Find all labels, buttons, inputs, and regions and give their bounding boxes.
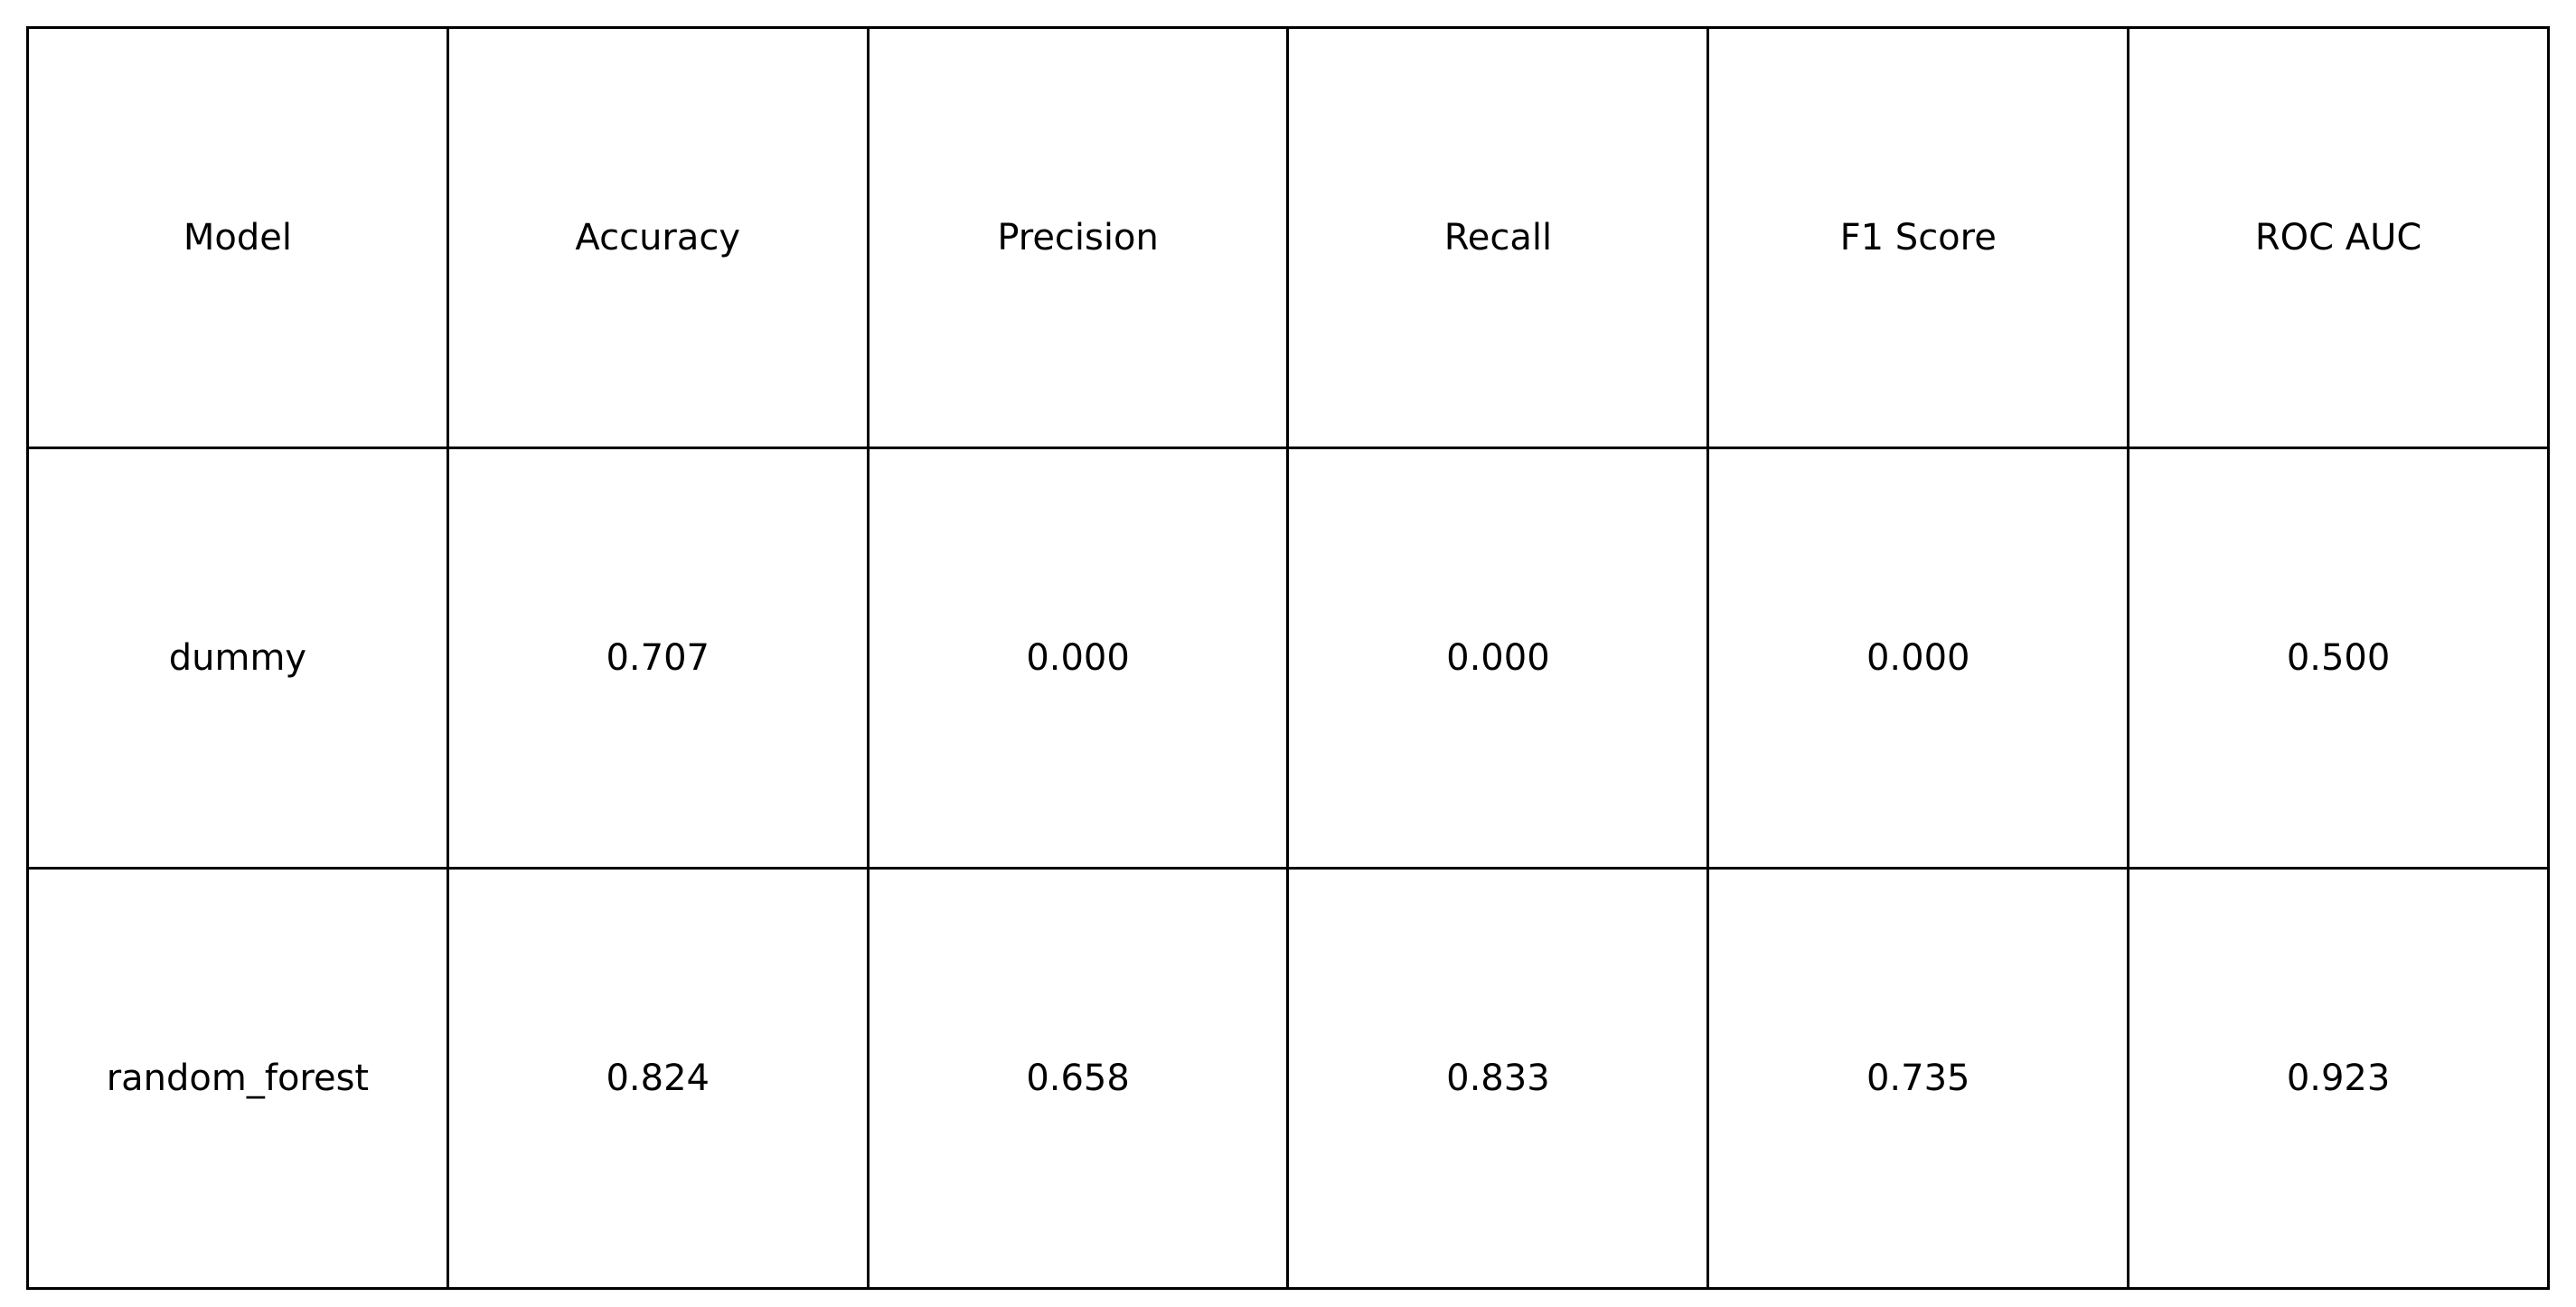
header-cell-f1-score: F1 Score (1706, 26, 2130, 449)
table-row: dummy 0.707 0.000 0.000 0.000 0.500 (26, 447, 2550, 870)
recall-cell: 0.833 (1286, 867, 1710, 1290)
f1-score-cell: 0.000 (1706, 447, 2130, 870)
roc-auc-cell: 0.923 (2127, 867, 2550, 1290)
header-cell-model: Model (26, 26, 449, 449)
header-cell-roc-auc: ROC AUC (2127, 26, 2550, 449)
accuracy-cell: 0.824 (446, 867, 870, 1290)
table-header: Model Accuracy Precision Recall F1 Score… (26, 26, 2550, 449)
header-row: Model Accuracy Precision Recall F1 Score… (26, 26, 2550, 449)
table-row: random_forest 0.824 0.658 0.833 0.735 0.… (26, 867, 2550, 1290)
precision-cell: 0.658 (866, 867, 1290, 1290)
header-cell-precision: Precision (866, 26, 1290, 449)
roc-auc-cell: 0.500 (2127, 447, 2550, 870)
model-name-cell: dummy (26, 447, 449, 870)
table-body: dummy 0.707 0.000 0.000 0.000 0.500 rand… (26, 447, 2550, 1290)
model-name-cell: random_forest (26, 867, 449, 1290)
header-cell-accuracy: Accuracy (446, 26, 870, 449)
f1-score-cell: 0.735 (1706, 867, 2130, 1290)
precision-cell: 0.000 (866, 447, 1290, 870)
header-cell-recall: Recall (1286, 26, 1710, 449)
accuracy-cell: 0.707 (446, 447, 870, 870)
recall-cell: 0.000 (1286, 447, 1710, 870)
metrics-table: Model Accuracy Precision Recall F1 Score… (26, 26, 2550, 1290)
